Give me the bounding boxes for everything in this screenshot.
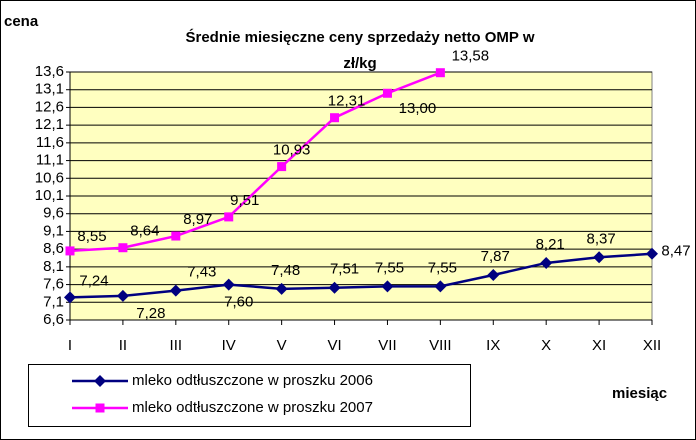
x-tick-label: IX (486, 337, 500, 354)
data-label: 12,31 (328, 93, 366, 110)
y-tick-label: 11,6 (36, 134, 64, 151)
marker (224, 212, 234, 222)
marker (381, 280, 394, 293)
data-label: 7,48 (271, 262, 300, 279)
y-tick-label: 9,6 (43, 205, 64, 222)
y-tick-label: 7,6 (43, 276, 64, 293)
x-tick-label: II (119, 337, 127, 354)
x-tick-label: XI (592, 337, 606, 354)
y-tick-label: 11,1 (36, 152, 64, 169)
marker (435, 68, 445, 78)
marker (330, 113, 340, 123)
x-tick-label: III (170, 337, 183, 354)
data-label: 10,93 (273, 142, 311, 159)
data-label: 7,51 (330, 261, 359, 278)
data-label: 13,58 (452, 48, 490, 65)
marker (65, 246, 75, 256)
data-label: 8,55 (77, 228, 106, 245)
legend-label: mleko odtłuszczone w proszku 2006 (132, 372, 373, 389)
marker (116, 289, 129, 302)
y-tick-label: 6,6 (43, 311, 64, 328)
y-tick-label: 10,6 (35, 169, 64, 186)
y-tick-label: 9,1 (43, 222, 64, 239)
data-label: 7,55 (428, 259, 457, 276)
data-label: 7,43 (187, 264, 216, 281)
legend-label: mleko odtłuszczone w proszku 2007 (132, 399, 373, 416)
x-tick-label: V (277, 337, 287, 354)
y-axis-label: cena (4, 13, 39, 30)
data-label: 8,37 (586, 230, 615, 247)
chart-title: Średnie miesięczne ceny sprzedaży netto … (185, 28, 534, 46)
marker (64, 291, 76, 304)
marker (222, 278, 235, 291)
y-tick-label: 12,1 (35, 116, 64, 133)
data-label: 8,21 (536, 236, 565, 253)
series-line (69, 71, 441, 253)
data-label: 9,51 (230, 192, 259, 209)
y-tick-label: 7,1 (43, 293, 64, 310)
data-label: 8,97 (183, 211, 212, 228)
x-tick-label: VI (327, 337, 341, 354)
marker (487, 269, 500, 282)
y-tick-label: 13,6 (35, 63, 64, 80)
y-tick-label: 13,1 (35, 81, 64, 98)
x-tick-label: VII (378, 337, 396, 354)
marker (593, 251, 606, 264)
chart-title: zł/kg (343, 55, 376, 72)
marker (540, 256, 553, 269)
marker (646, 247, 658, 260)
marker (94, 375, 106, 387)
data-label: 7,28 (136, 305, 165, 322)
data-label: 8,64 (130, 223, 159, 240)
y-tick-label: 10,1 (35, 187, 64, 204)
x-axis-label: miesiąc (612, 385, 667, 402)
y-tick-label: 8,6 (43, 240, 64, 257)
marker (118, 243, 128, 253)
data-label: 7,87 (481, 248, 510, 265)
series-line (69, 252, 653, 299)
marker (275, 282, 288, 295)
data-label: 7,60 (224, 294, 253, 311)
x-tick-label: XII (643, 337, 661, 354)
marker (434, 280, 447, 293)
y-tick-label: 8,1 (43, 258, 64, 275)
data-label: 7,55 (375, 259, 404, 276)
y-tick-label: 12,6 (35, 98, 64, 115)
marker (382, 88, 392, 98)
marker (328, 281, 341, 294)
x-tick-label: X (541, 337, 551, 354)
marker (277, 162, 287, 172)
marker (95, 403, 105, 413)
data-label: 13,00 (399, 100, 437, 117)
x-tick-label: IV (222, 337, 236, 354)
data-label: 8,47 (661, 243, 690, 260)
x-tick-label: I (68, 337, 72, 354)
marker (171, 231, 181, 241)
x-tick-label: VIII (429, 337, 452, 354)
legend-box (28, 364, 471, 427)
marker (169, 284, 182, 297)
data-label: 7,24 (79, 272, 108, 289)
